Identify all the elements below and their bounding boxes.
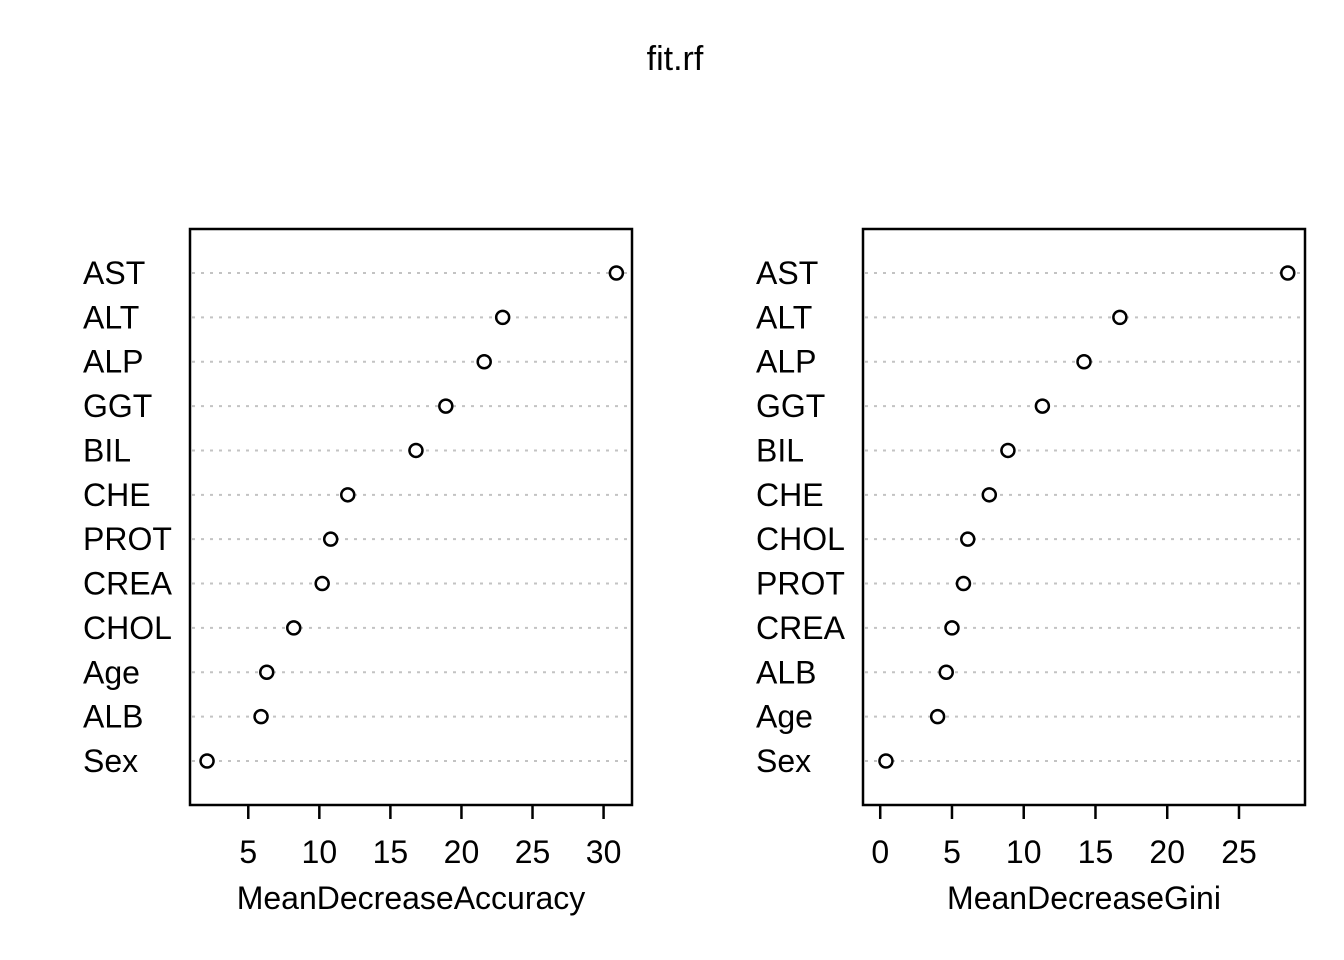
data-point-che (340, 487, 356, 503)
category-label-age: Age (756, 699, 813, 735)
category-label-bil: BIL (756, 432, 804, 468)
category-label-crea: CREA (83, 566, 173, 602)
category-label-ggt: GGT (83, 388, 152, 424)
data-point-alp (1076, 353, 1092, 370)
data-point-ggt (1034, 398, 1051, 414)
x-axis-label-gini: MeanDecreaseGini (947, 880, 1221, 916)
x-axis-label-accuracy: MeanDecreaseAccuracy (237, 880, 586, 916)
category-label-alb: ALB (83, 699, 143, 735)
category-label-ast: AST (83, 255, 145, 291)
category-label-alt: ALT (83, 299, 139, 335)
category-label-chol: CHOL (83, 610, 172, 646)
category-label-prot: PROT (83, 521, 172, 557)
data-point-sex (199, 753, 215, 769)
x-tick-label: 15 (373, 834, 409, 870)
category-label-alt: ALT (756, 299, 812, 335)
category-label-che: CHE (756, 477, 824, 513)
x-tick-label: 25 (1221, 834, 1257, 870)
panels-group: AST ALT ALP GGT BIL CHE PROT CREA CHOL Age ALB Sex 5… (83, 227, 1307, 870)
data-point-chol (960, 531, 976, 547)
category-label-chol: CHOL (756, 521, 845, 557)
data-point-alt (494, 309, 511, 326)
data-point-chol (285, 620, 302, 636)
category-label-age: Age (83, 654, 140, 690)
category-label-sex: Sex (756, 743, 811, 779)
x-tick-label: 20 (444, 834, 480, 870)
x-tick-label: 25 (515, 834, 551, 870)
x-tick-label: 10 (1006, 834, 1042, 870)
data-point-age (929, 708, 946, 725)
category-label-prot: PROT (756, 566, 845, 602)
x-tick-label: 5 (239, 834, 257, 870)
data-point-ast (608, 265, 625, 281)
data-point-crea (944, 620, 960, 636)
panel-box (861, 227, 1307, 807)
data-point-alp (476, 353, 492, 370)
data-point-crea (314, 575, 330, 592)
category-label-ast: AST (756, 255, 818, 291)
data-point-prot (955, 575, 972, 592)
data-point-ggt (438, 398, 454, 414)
data-point-alb (938, 664, 954, 681)
x-tick-label: 0 (871, 834, 889, 870)
category-label-crea: CREA (756, 610, 846, 646)
x-tick-label: 10 (302, 834, 338, 870)
data-point-alb (253, 708, 269, 725)
plot-title: fit.rf (647, 40, 704, 78)
category-label-alb: ALB (756, 654, 816, 690)
data-point-alt (1112, 309, 1128, 326)
x-tick-label: 5 (943, 834, 961, 870)
category-label-che: CHE (83, 477, 151, 513)
panel-box (188, 227, 634, 807)
x-tick-label: 20 (1149, 834, 1185, 870)
category-label-bil: BIL (83, 432, 131, 468)
data-point-sex (878, 753, 894, 769)
data-point-ast (1280, 265, 1296, 281)
category-label-alp: ALP (83, 344, 143, 380)
category-label-ggt: GGT (756, 388, 825, 424)
data-point-che (981, 487, 998, 503)
data-point-age (258, 664, 275, 681)
data-point-bil (408, 442, 424, 459)
category-label-sex: Sex (83, 743, 138, 779)
data-point-prot (322, 531, 339, 547)
category-label-alp: ALP (756, 344, 816, 380)
x-tick-label: 30 (586, 834, 622, 870)
x-tick-label: 15 (1078, 834, 1114, 870)
data-point-bil (1000, 442, 1016, 459)
